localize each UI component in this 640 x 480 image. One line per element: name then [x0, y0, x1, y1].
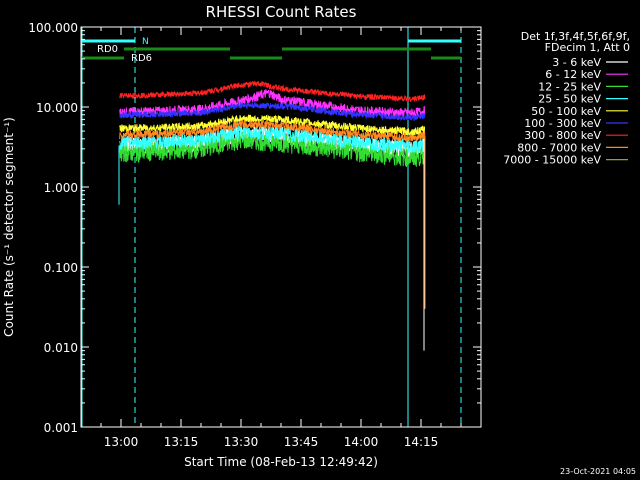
night-label: N [142, 37, 149, 47]
series-line [119, 114, 426, 138]
legend-label: 800 - 7000 keV [517, 141, 601, 154]
legend-label: 25 - 50 keV [538, 93, 601, 106]
legend-label: 50 - 100 keV [531, 105, 601, 118]
y-tick-label: 0.100 [44, 261, 78, 275]
x-tick-label: 13:30 [224, 435, 259, 449]
x-tick-label: 14:00 [344, 435, 379, 449]
legend-label: 6 - 12 keV [545, 68, 601, 81]
legend: Det 1f,3f,4f,5f,6f,9f, FDecim 1, Att 0 3… [503, 30, 630, 167]
series-line [119, 100, 426, 122]
y-tick-label: 100.000 [28, 21, 78, 35]
series-group [118, 80, 426, 351]
legend-header-line-1: Det 1f,3f,4f,5f,6f,9f, [521, 30, 630, 43]
y-tick-label: 10.000 [36, 101, 78, 115]
y-tick-label: 0.001 [44, 421, 78, 435]
x-axis-label: Start Time (08-Feb-13 12:49:42) [184, 455, 378, 469]
legend-label: 12 - 25 keV [538, 80, 601, 93]
y-axis: 0.001 0.010 0.100 1.000 10.000 100.000 [28, 21, 481, 435]
y-tick-label: 1.000 [44, 181, 78, 195]
footer-date: 23-Oct-2021 04:05 [560, 467, 636, 476]
legend-label: 300 - 800 keV [524, 129, 601, 142]
series-line [119, 119, 426, 143]
x-tick-label: 14:15 [404, 435, 439, 449]
rd6-label: RD6 [131, 53, 152, 64]
y-axis-label: Count Rate (s⁻¹ detector segment⁻¹) [2, 117, 16, 337]
legend-label: 3 - 6 keV [552, 56, 601, 69]
legend-label: 100 - 300 keV [524, 117, 601, 130]
legend-label: 7000 - 15000 keV [503, 154, 601, 167]
x-axis: 13:00 13:15 13:30 13:45 14:00 14:15 [80, 27, 482, 449]
series-line [119, 80, 426, 103]
rd0-label: RD0 [97, 44, 118, 55]
x-tick-label: 13:45 [284, 435, 319, 449]
chart-title: RHESSI Count Rates [206, 3, 357, 21]
x-tick-label: 13:00 [104, 435, 139, 449]
y-tick-label: 0.010 [44, 341, 78, 355]
x-tick-label: 13:15 [164, 435, 199, 449]
legend-header-line-2: FDecim 1, Att 0 [545, 41, 630, 54]
instrument-overlay: N RD0 RD6 [81, 27, 462, 427]
